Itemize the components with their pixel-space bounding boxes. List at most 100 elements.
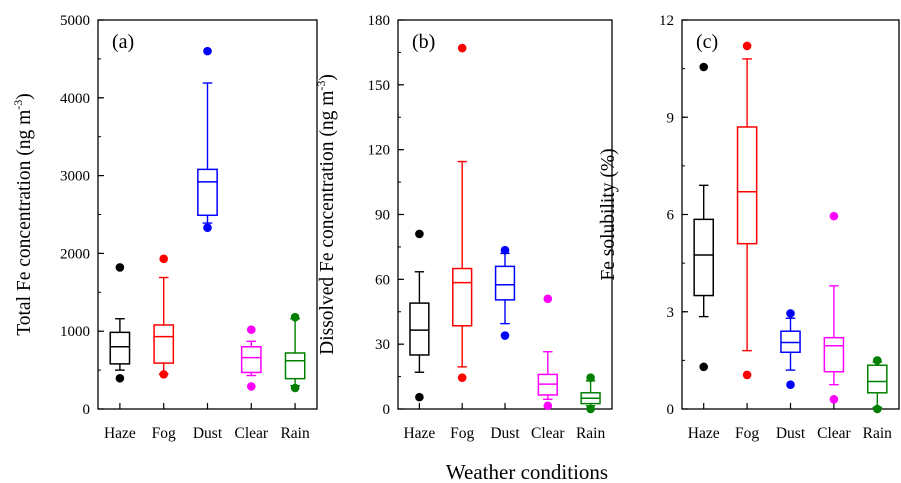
y-tick-label: 5000 <box>60 13 90 29</box>
x-tick-label: Dust <box>776 425 806 442</box>
y-tick-label: 30 <box>375 337 390 353</box>
outlier-point <box>159 254 168 264</box>
y-tick-label: 3000 <box>60 169 90 185</box>
outlier-point <box>586 373 595 382</box>
box-clear <box>823 211 845 404</box>
box-dust <box>780 309 801 389</box>
y-tick-label: 9 <box>667 110 675 126</box>
plot-frame <box>97 19 318 410</box>
outlier-point <box>543 294 553 304</box>
box-iqr <box>780 330 801 354</box>
box-iqr <box>693 218 714 297</box>
outlier-point <box>699 62 708 72</box>
outlier-point <box>786 309 795 318</box>
box-haze <box>693 62 714 372</box>
y-tick-label: 3 <box>667 305 675 321</box>
outlier-point <box>415 229 424 239</box>
outlier-point <box>786 380 795 389</box>
outlier-point <box>699 362 708 372</box>
y-tick-label: 4000 <box>60 91 90 107</box>
box-iqr <box>153 324 175 364</box>
outlier-point <box>500 245 510 255</box>
outlier-point <box>247 382 256 391</box>
y-tick-label: 1000 <box>60 324 90 340</box>
box-iqr <box>494 265 516 301</box>
outlier-point <box>742 370 752 380</box>
x-tick-label: Dust <box>193 425 223 442</box>
y-tick-label: 90 <box>375 208 390 224</box>
x-tick-label: Haze <box>688 425 720 442</box>
box-dust <box>197 46 218 233</box>
y-tick-label: 120 <box>368 143 391 159</box>
outlier-point <box>457 43 467 53</box>
y-axis-title: Total Fe concentration (ng m-3) <box>11 93 35 336</box>
box-iqr <box>109 331 131 365</box>
x-tick-label: Clear <box>531 425 565 442</box>
box-iqr <box>452 267 473 327</box>
x-tick-label: Fog <box>735 425 759 442</box>
box-haze <box>409 229 430 402</box>
chart-panel-2: 0 3 6 9 12 Haze Fog Dust Clear Rain (c) Fe solubili… <box>598 13 900 442</box>
box-iqr <box>240 346 262 374</box>
box-iqr <box>284 352 306 380</box>
outlier-point <box>873 356 882 365</box>
outlier-point <box>290 312 300 322</box>
outlier-point <box>457 373 467 382</box>
outlier-point <box>203 223 212 233</box>
box-fog <box>736 41 758 380</box>
y-tick-label: 6 <box>667 208 675 224</box>
x-tick-label: Fog <box>152 425 176 442</box>
box-rain <box>580 373 601 414</box>
outlier-point <box>829 394 839 404</box>
plot-frame <box>397 19 613 410</box>
y-tick-label: 12 <box>659 13 674 29</box>
x-tick-label: Haze <box>104 425 136 442</box>
x-tick-label: Rain <box>576 425 606 442</box>
outlier-point <box>247 325 256 334</box>
outlier-point <box>742 41 752 51</box>
chart-panel-1: 0 30 60 90 120 150 180 Haze Fog Dust Clear Rain (b) D… <box>314 13 613 442</box>
box-haze <box>109 263 131 383</box>
outlier-point <box>290 383 300 393</box>
x-tick-label: Rain <box>863 425 893 442</box>
y-tick-label: 150 <box>368 78 391 94</box>
box-dust <box>494 245 516 340</box>
y-axis-title: Fe solubility (%) <box>598 148 619 280</box>
x-tick-label: Fog <box>450 425 474 442</box>
y-axis-title: Dissolved Fe concentration (ng m-3) <box>314 74 338 355</box>
y-tick-label: 0 <box>383 402 391 418</box>
x-axis-title: Weather conditions <box>446 460 608 483</box>
box-rain <box>867 356 888 414</box>
outlier-point <box>203 46 212 56</box>
outlier-point <box>500 331 510 340</box>
x-tick-label: Clear <box>817 425 851 442</box>
y-tick-label: 60 <box>375 272 390 288</box>
outlier-point <box>115 373 125 383</box>
box-iqr <box>823 336 845 373</box>
plot-frame <box>681 19 900 410</box>
box-iqr <box>867 364 888 394</box>
x-tick-label: Dust <box>490 425 520 442</box>
box-iqr <box>736 126 758 245</box>
box-clear <box>537 294 558 411</box>
outlier-point <box>873 404 882 414</box>
outlier-point <box>586 404 595 414</box>
box-fog <box>452 43 473 382</box>
outlier-point <box>829 211 839 221</box>
box-clear <box>240 325 262 391</box>
outlier-point <box>159 370 168 379</box>
outlier-point <box>415 392 424 402</box>
outlier-point <box>115 263 125 272</box>
panel-label: (a) <box>112 31 134 53</box>
box-iqr <box>409 302 430 356</box>
outlier-point <box>543 401 553 411</box>
box-rain <box>284 312 306 393</box>
x-tick-label: Haze <box>403 425 435 442</box>
panel-label: (b) <box>412 31 435 53</box>
x-tick-label: Clear <box>235 425 269 442</box>
y-tick-label: 2000 <box>60 246 90 262</box>
y-tick-label: 180 <box>368 13 391 29</box>
x-tick-label: Rain <box>280 425 310 442</box>
chart-panel-0: 0 1000 2000 3000 4000 5000 Haze Fog Dust Clear Rai… <box>11 13 318 442</box>
